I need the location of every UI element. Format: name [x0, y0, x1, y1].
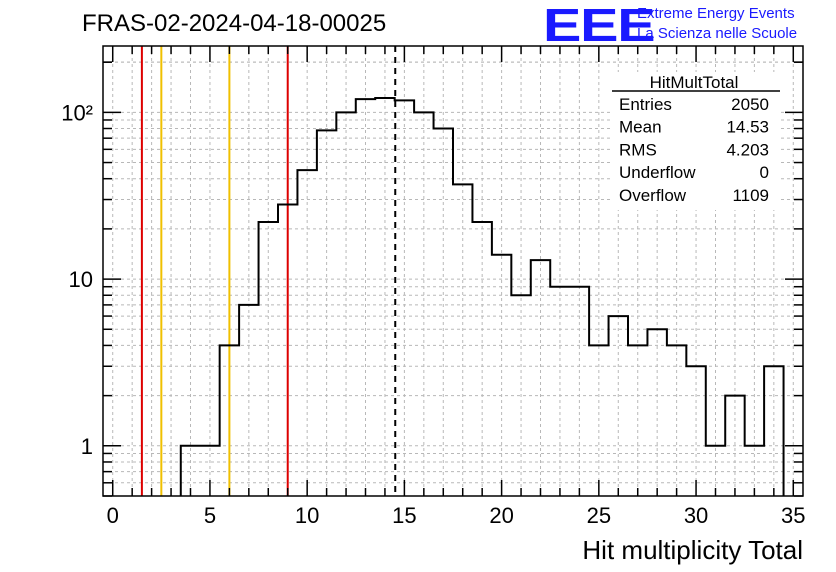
- stats-box: HitMultTotal Entries 2050 Mean 14.53 RMS 4.20…: [612, 72, 780, 210]
- histogram-title: FRAS-02-2024-04-18-00025: [82, 10, 387, 37]
- histogram-series: [179, 96, 785, 496]
- stats-label: Overflow: [619, 186, 687, 205]
- y-tick-label: 1: [81, 434, 93, 459]
- stats-value: 2050: [731, 95, 769, 114]
- logo-line-1: Extreme Energy Events: [637, 5, 795, 22]
- x-tick-label: 20: [489, 503, 513, 528]
- stats-label: Mean: [619, 118, 662, 137]
- stats-value: 1109: [732, 186, 769, 205]
- tick-labels: 0 5 10 15 20 25 30 35 1 10 10²: [61, 100, 805, 528]
- x-tick-label: 5: [204, 503, 216, 528]
- x-tick-label: 30: [684, 503, 708, 528]
- stats-label: Underflow: [619, 163, 696, 182]
- x-tick-label: 25: [587, 503, 611, 528]
- x-tick-label: 35: [781, 503, 805, 528]
- stats-value: 4.203: [726, 140, 769, 159]
- plot-frame: [102, 45, 804, 497]
- grid: [103, 46, 803, 497]
- x-tick-label: 15: [392, 503, 416, 528]
- x-tick-label: 10: [295, 503, 319, 528]
- x-axis-label: Hit multiplicity Total: [582, 535, 803, 565]
- stats-title: HitMultTotal: [650, 73, 739, 92]
- y-tick-label: 10²: [61, 100, 93, 125]
- y-tick-label: 10: [69, 267, 93, 292]
- stats-value: 0: [760, 163, 769, 182]
- reference-lines: [140, 46, 397, 496]
- stats-label: RMS: [619, 140, 657, 159]
- stats-value: 14.53: [726, 118, 769, 137]
- stats-label: Entries: [619, 95, 672, 114]
- x-tick-label: 0: [107, 503, 119, 528]
- axes: [102, 45, 804, 497]
- eee-logo: EEE: [543, 0, 656, 51]
- logo-line-2: La Scienza nelle Scuole: [637, 25, 798, 42]
